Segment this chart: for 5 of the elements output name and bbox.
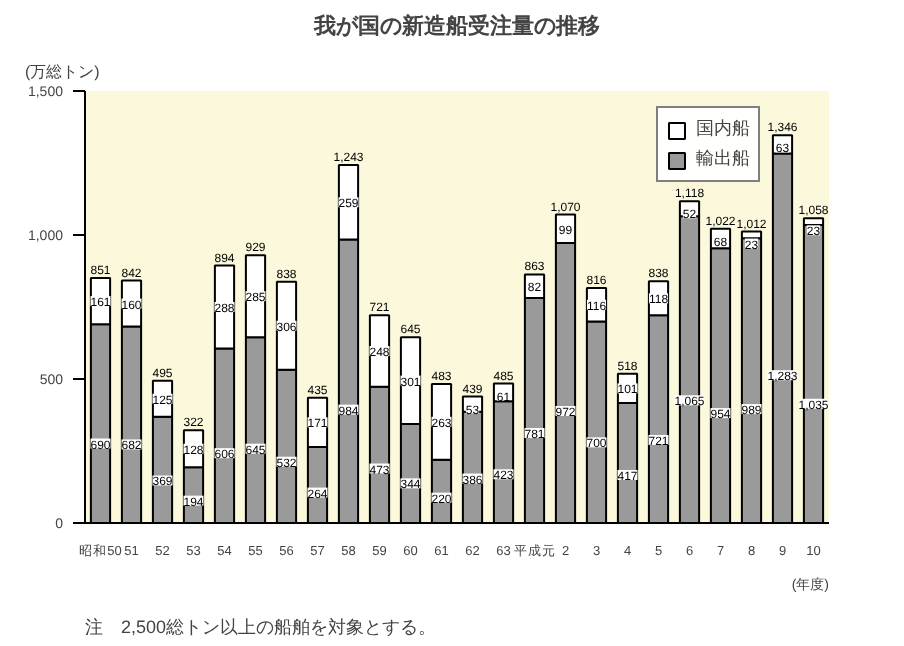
legend-label: 輸出船: [696, 146, 750, 172]
text: 注 2,500総トン以上の船舶を対象とする。: [85, 617, 437, 637]
y-axis-title: (万総トン): [25, 63, 101, 81]
legend-label: 国内船: [696, 116, 750, 142]
chart-title: 我が国の新造船受注量の推移: [312, 13, 600, 39]
